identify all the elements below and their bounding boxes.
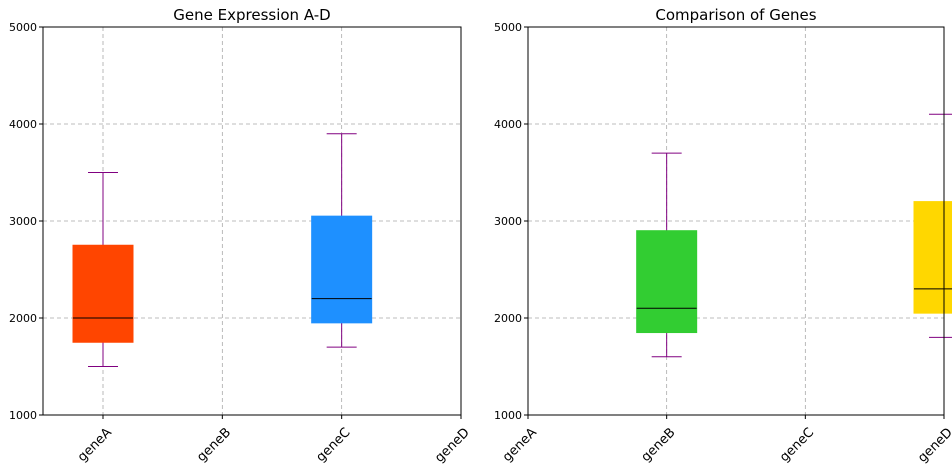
box-geneB (636, 152, 698, 358)
box-geneD (913, 113, 952, 338)
x-tick-label: geneC (313, 425, 353, 465)
y-tick-label: 5000 (494, 21, 522, 34)
chart-panel-2: 1000 2000 3000 4000 5000 geneA geneB geneC geneD… (494, 6, 952, 466)
x-tick-label: geneB (639, 425, 679, 465)
y-tick-label: 3000 (9, 215, 37, 228)
chart-title: Comparison of Genes (655, 6, 816, 24)
chart-panel-1: 1000 2000 3000 4000 5000 geneA geneB geneC geneD… (9, 6, 473, 466)
y-tick-label: 5000 (9, 21, 37, 34)
box-geneC (311, 133, 373, 348)
y-tick-label: 1000 (9, 409, 37, 422)
x-tick-label: geneD (432, 425, 473, 466)
box-body (72, 244, 134, 343)
x-tick-label: geneC (777, 425, 817, 465)
x-tick-label: geneA (75, 425, 115, 465)
x-tick-label: geneA (500, 425, 540, 465)
y-tick-label: 3000 (494, 215, 522, 228)
x-tick-label: geneB (194, 425, 234, 465)
chart-title: Gene Expression A-D (173, 6, 330, 24)
y-tick-label: 1000 (494, 409, 522, 422)
y-tick-label: 4000 (9, 118, 37, 131)
box-body (311, 215, 373, 324)
y-tick-label: 4000 (494, 118, 522, 131)
box-body (913, 201, 952, 314)
box-body (636, 230, 698, 334)
plot-frame (42, 26, 462, 416)
y-tick-label: 2000 (494, 312, 522, 325)
box-geneA (72, 172, 134, 367)
y-tick-label: 2000 (9, 312, 37, 325)
x-tick-label: geneD (915, 425, 952, 466)
